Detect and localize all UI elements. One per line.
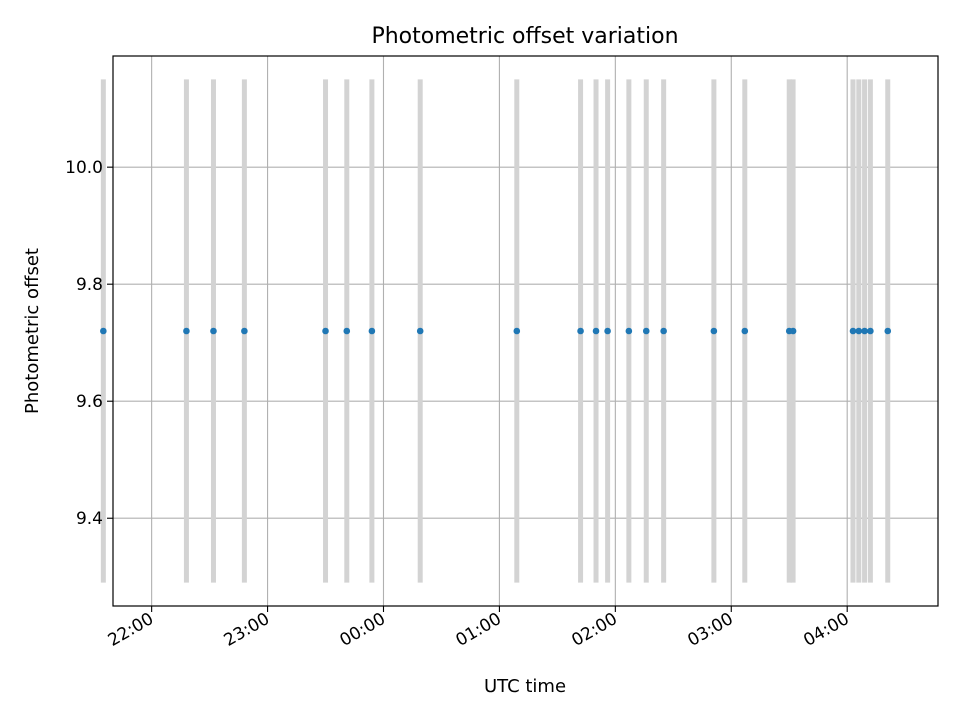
data-point bbox=[789, 327, 797, 335]
data-point bbox=[343, 327, 351, 335]
data-point bbox=[861, 327, 868, 335]
y-axis-label: Photometric offset bbox=[22, 248, 43, 414]
data-point bbox=[513, 327, 521, 335]
data-point bbox=[710, 327, 718, 335]
y-axis-ticks: 9.4 9.6 9.8 10.0 bbox=[65, 158, 113, 529]
data-point bbox=[322, 327, 329, 335]
data-point bbox=[849, 327, 857, 335]
data-point bbox=[241, 327, 248, 335]
data-point bbox=[368, 327, 376, 335]
data-point bbox=[625, 327, 633, 335]
y-tick-label: 10.0 bbox=[65, 158, 103, 178]
data-point bbox=[884, 327, 892, 335]
data-point bbox=[416, 327, 424, 335]
data-point bbox=[577, 327, 584, 335]
data-point bbox=[642, 327, 650, 335]
plot-frame bbox=[112, 55, 939, 607]
data-point bbox=[100, 327, 107, 335]
data-point bbox=[867, 327, 874, 335]
grid-lines bbox=[113, 56, 938, 606]
data-point bbox=[741, 327, 749, 335]
y-tick-label: 9.4 bbox=[76, 509, 103, 529]
data-point bbox=[183, 327, 190, 335]
y-tick-label: 9.8 bbox=[76, 275, 103, 295]
x-axis-label: UTC time bbox=[484, 676, 566, 697]
data-point bbox=[855, 327, 863, 335]
data-points bbox=[100, 327, 892, 335]
data-point bbox=[660, 327, 667, 335]
y-tick-label: 9.6 bbox=[76, 392, 103, 412]
chart-title: Photometric offset variation bbox=[371, 24, 678, 49]
data-point bbox=[592, 327, 600, 335]
data-point bbox=[604, 327, 611, 335]
data-point bbox=[210, 327, 217, 335]
